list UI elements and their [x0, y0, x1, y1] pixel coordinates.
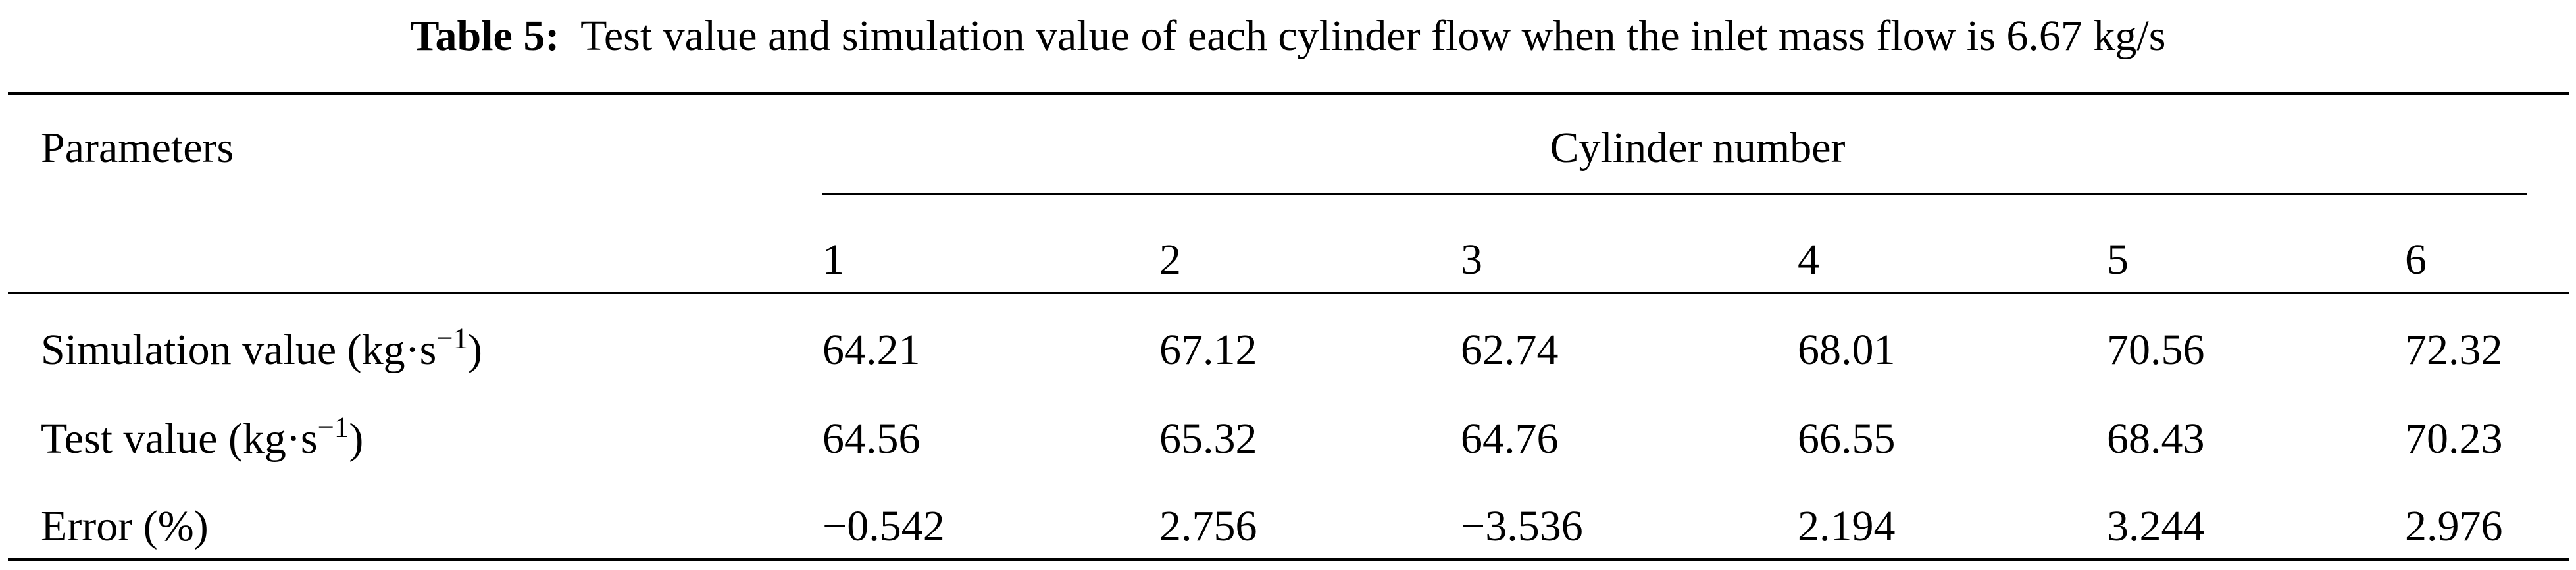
column-header: 5 [2107, 236, 2129, 284]
cell-value: 68.01 [1798, 326, 1896, 374]
header-parameters: Parameters [41, 124, 234, 172]
cell-value: 64.76 [1461, 415, 1559, 463]
column-header: 2 [1159, 236, 1181, 284]
caption-text: Test value and simulation value of each … [580, 12, 2166, 60]
cell-value: 2.756 [1159, 502, 1257, 550]
cell-value: 70.56 [2107, 326, 2205, 374]
cell-value: 67.12 [1159, 326, 1257, 374]
cell-value: 64.21 [822, 326, 921, 374]
row-label-text: Test value (kg·s [41, 415, 318, 463]
bottom-rule [8, 558, 2569, 561]
caption: Table 5: Test value and simulation value… [411, 14, 2166, 58]
cell-value: 2.976 [2405, 502, 2503, 550]
cell-value: 64.56 [822, 415, 921, 463]
caption-label: Table 5: [410, 12, 560, 60]
row-label-end: ) [468, 326, 482, 374]
cell-value: 72.32 [2405, 326, 2503, 374]
cell-value: −0.542 [822, 502, 945, 550]
column-header: 6 [2405, 236, 2427, 284]
cell-value: 66.55 [1798, 415, 1896, 463]
group-rule [822, 193, 2527, 195]
cell-value: −3.536 [1461, 502, 1583, 550]
row-label: Error (%) [41, 505, 209, 548]
row-label: Simulation value (kg·s−1) [41, 323, 482, 374]
cell-value: 65.32 [1159, 415, 1257, 463]
header-group: Cylinder number [1550, 124, 1846, 172]
column-header: 4 [1798, 236, 1819, 284]
unit-exponent: −1 [317, 410, 349, 444]
unit-exponent: −1 [436, 321, 468, 355]
column-header: 1 [822, 236, 844, 284]
top-rule [8, 92, 2569, 95]
cell-value: 62.74 [1461, 326, 1559, 374]
row-label-text: Simulation value (kg·s [41, 326, 437, 374]
cell-value: 2.194 [1798, 502, 1896, 550]
cell-value: 70.23 [2405, 415, 2503, 463]
cell-value: 3.244 [2107, 502, 2205, 550]
header-rule [8, 292, 2569, 294]
row-label-end: ) [349, 415, 364, 463]
row-label: Test value (kg·s−1) [41, 412, 364, 463]
column-header: 3 [1461, 236, 1482, 284]
row-label-text: Error (%) [41, 502, 209, 550]
cell-value: 68.43 [2107, 415, 2205, 463]
